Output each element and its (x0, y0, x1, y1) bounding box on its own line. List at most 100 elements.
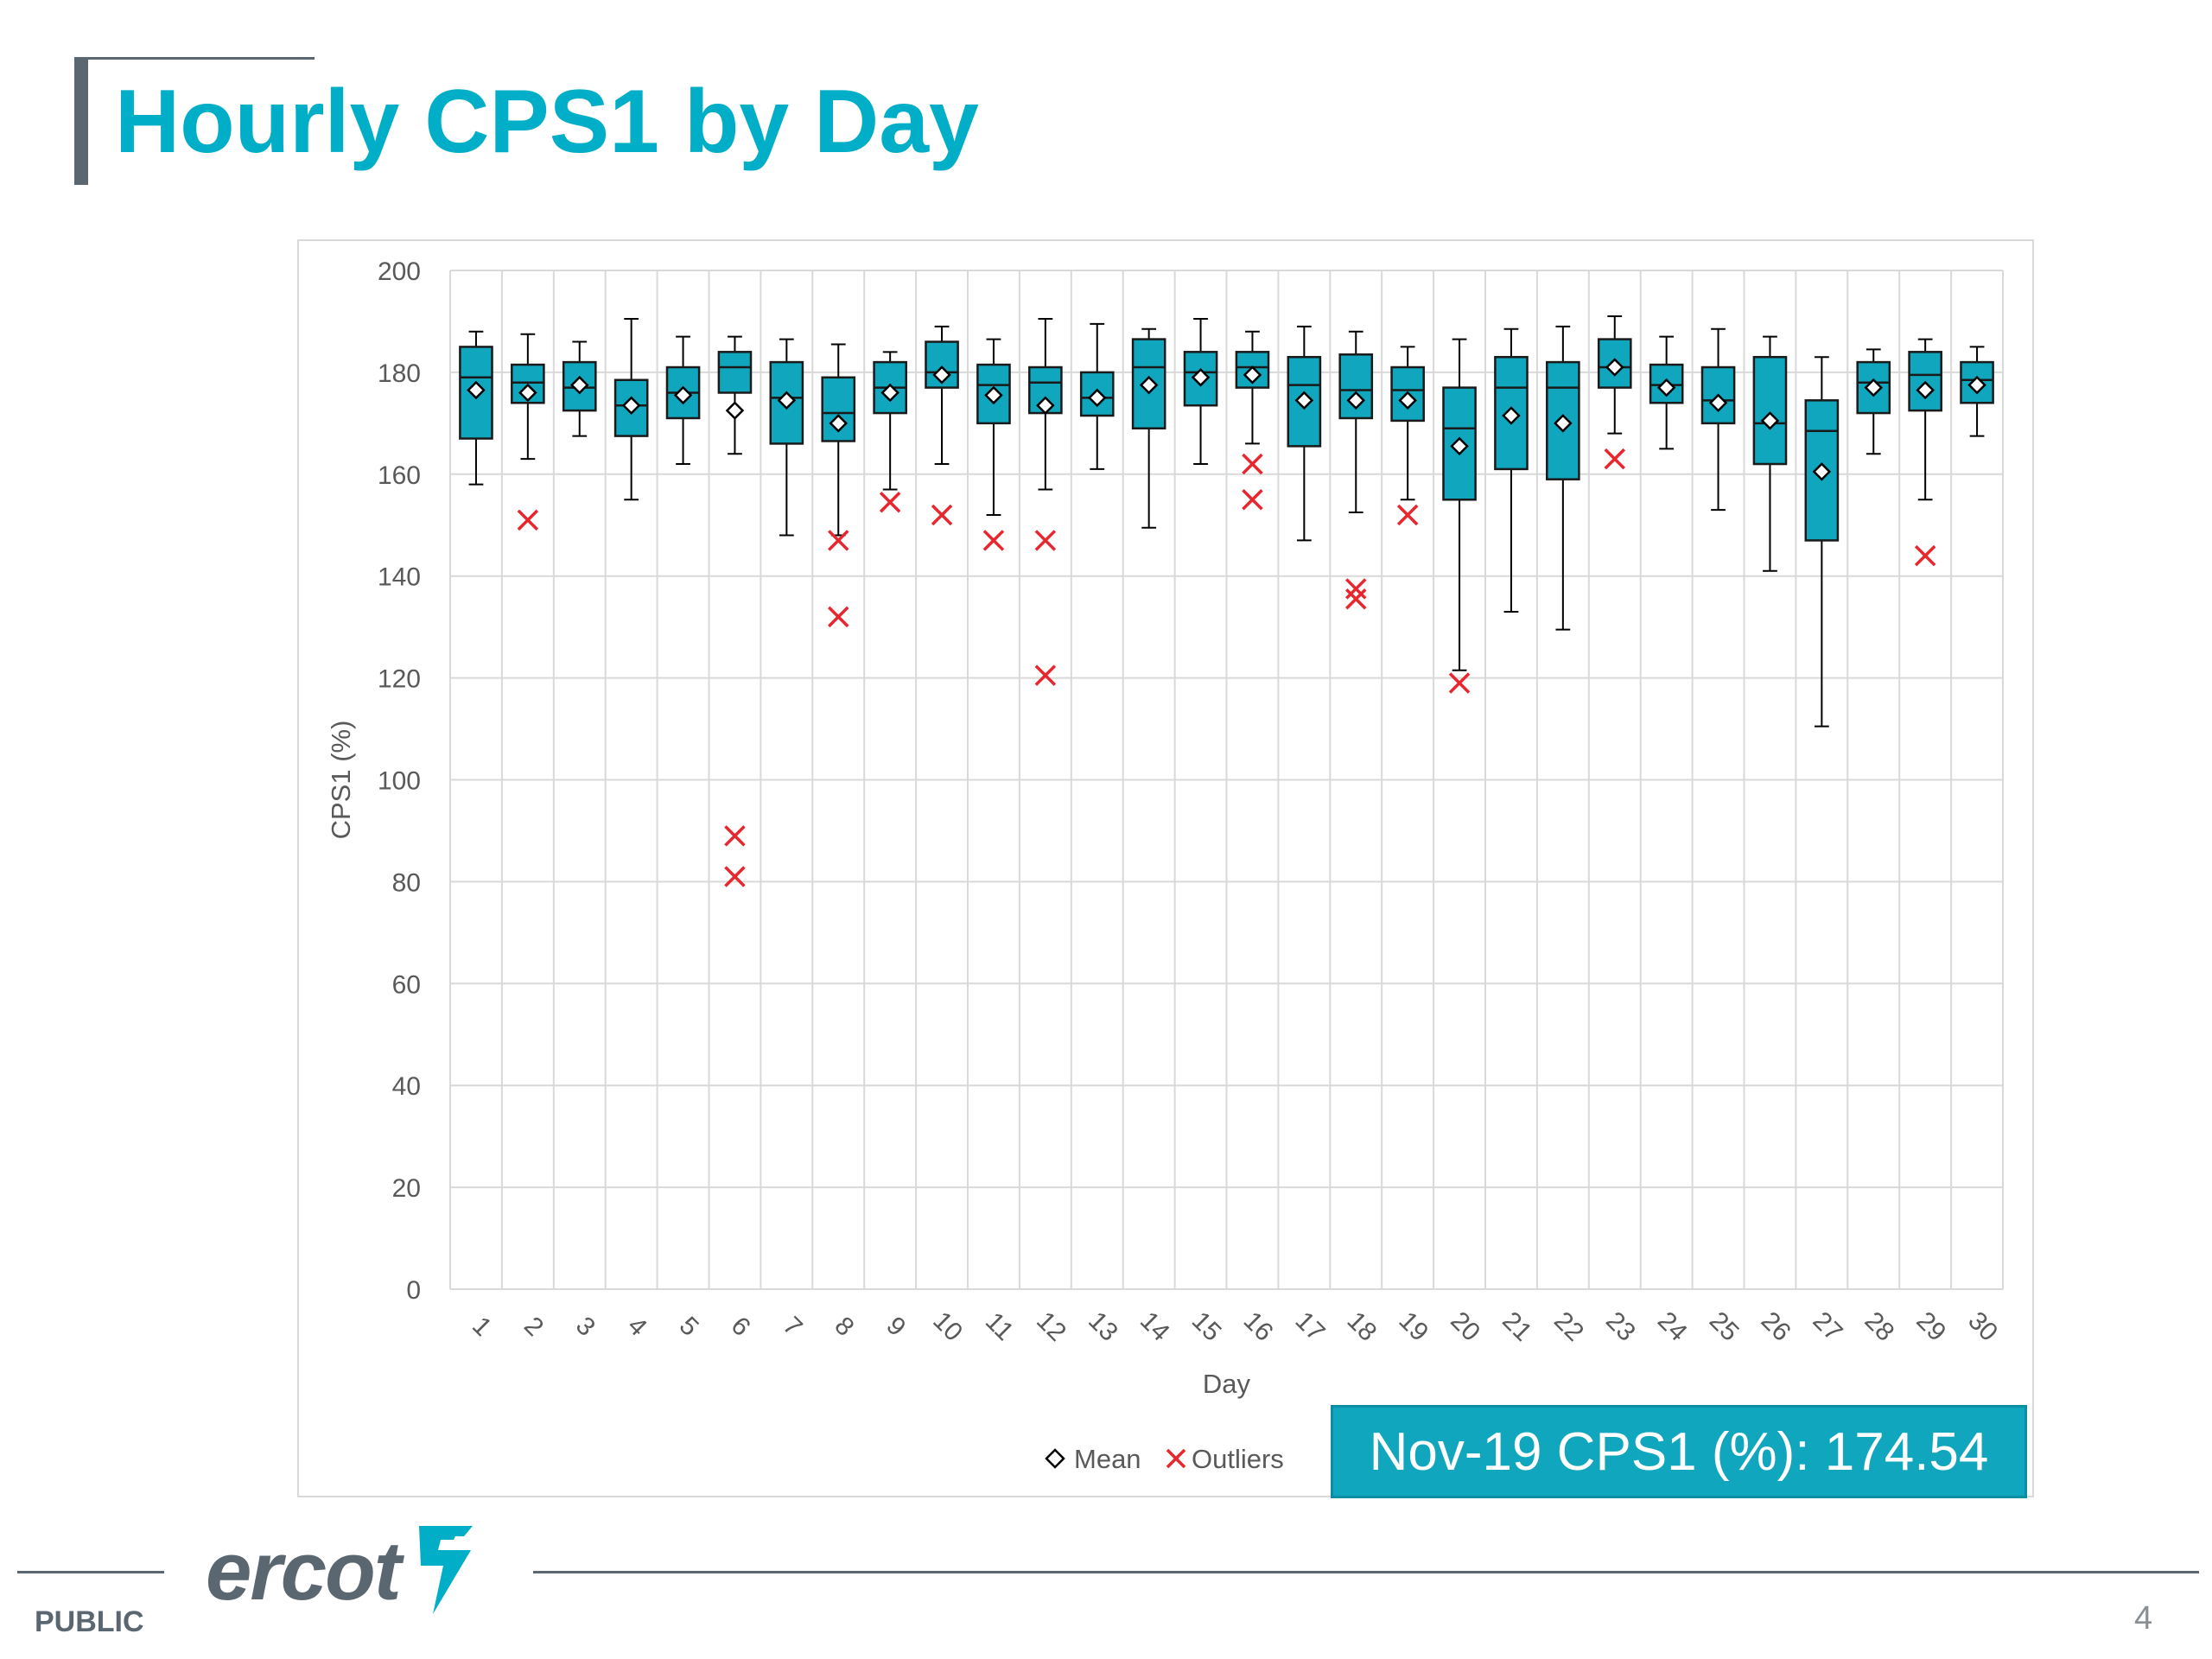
outlier-stroke (1345, 588, 1367, 610)
iqr-box (1856, 360, 1891, 415)
box-day-7 (769, 338, 804, 537)
mean-marker (1243, 365, 1262, 385)
mean-marker (829, 414, 849, 433)
box-day-18 (1338, 330, 1374, 514)
mean-marker (1398, 391, 1417, 410)
box-day-19 (1390, 346, 1425, 501)
monthly-cps1-callout: Nov-19 CPS1 (%): 174.54 (1331, 1405, 2027, 1498)
mean-marker (880, 383, 899, 403)
mean-marker (932, 365, 951, 385)
x-tick-label: 15 (1186, 1306, 1227, 1347)
box-day-30 (1960, 346, 1994, 437)
page-number: 4 (2134, 1600, 2153, 1637)
y-axis-title: CPS1 (%) (326, 721, 356, 840)
mean-marker (777, 391, 797, 410)
footer-rule-left (17, 1571, 164, 1573)
box-day-6 (717, 335, 753, 455)
x-tick-label: 22 (1548, 1306, 1589, 1347)
x-tick-label: 4 (622, 1312, 652, 1342)
x-tick-label: 6 (726, 1312, 756, 1342)
logo-wordmark: ercot (206, 1525, 402, 1618)
mean-marker (725, 401, 745, 420)
iqr-box (562, 360, 597, 412)
x-tick-label: 19 (1393, 1306, 1433, 1347)
outlier-stroke (879, 491, 901, 513)
box-day-1 (459, 330, 493, 486)
outlier-stroke (1604, 448, 1625, 470)
outlier-stroke (828, 530, 849, 551)
x-tick-label: 8 (829, 1312, 859, 1342)
iqr-box (1752, 355, 1788, 466)
x-tick-label: 27 (1808, 1306, 1848, 1347)
y-tick-label: 60 (392, 970, 421, 999)
mean-marker (673, 385, 693, 405)
legend-mean-marker (1045, 1448, 1065, 1469)
x-tick-label: 14 (1135, 1306, 1175, 1347)
x-tick-label: 1 (467, 1312, 497, 1342)
box-day-11 (976, 338, 1011, 516)
x-tick-label: 17 (1290, 1306, 1331, 1347)
outlier-stroke (1396, 504, 1419, 526)
mean-marker (1812, 462, 1832, 481)
mean-marker (1967, 375, 1986, 395)
mean-marker (1346, 391, 1366, 410)
outlier-stroke (1914, 544, 1936, 567)
mean-marker (1450, 436, 1469, 456)
mean-marker (1294, 391, 1314, 410)
x-tick-label: 10 (927, 1306, 968, 1347)
x-tick-label: 9 (880, 1312, 911, 1342)
iqr-box (1287, 355, 1322, 448)
y-tick-label: 180 (378, 359, 421, 388)
legend-outliers-label: Outliers (1192, 1444, 1284, 1474)
x-tick-label: 26 (1756, 1306, 1796, 1347)
box-day-24 (1649, 335, 1684, 450)
mean-marker (1916, 380, 1935, 400)
box-day-25 (1700, 327, 1736, 512)
outlier-stroke (724, 825, 746, 847)
outlier-marker (1914, 544, 1936, 567)
x-tick-label: 30 (1962, 1306, 2003, 1347)
box-day-5 (665, 335, 701, 466)
mean-marker (1191, 368, 1211, 387)
y-tick-label: 0 (406, 1276, 421, 1305)
box-day-21 (1494, 327, 1529, 613)
ercot-logo: ercot (206, 1522, 481, 1621)
outlier-stroke (1345, 578, 1367, 600)
mean-marker (569, 375, 589, 395)
box-day-4 (613, 318, 649, 501)
outlier-marker (879, 491, 901, 513)
box-day-22 (1546, 325, 1580, 631)
box-day-17 (1287, 325, 1322, 542)
outlier-marker (724, 825, 746, 847)
outlier-stroke (1034, 530, 1057, 551)
x-tick-label: 7 (778, 1312, 808, 1342)
outlier-marker (1604, 448, 1625, 470)
y-tick-label: 40 (392, 1072, 421, 1101)
x-tick-label: 20 (1445, 1306, 1485, 1347)
box-day-20 (1442, 338, 1477, 671)
mean-marker (1502, 406, 1521, 425)
outlier-marker (1448, 672, 1471, 694)
lightning-bolt-icon (418, 1526, 473, 1614)
outlier-marker (1345, 578, 1367, 600)
y-tick-label: 120 (378, 665, 421, 694)
mean-marker (1605, 358, 1624, 377)
x-tick-label: 24 (1652, 1306, 1693, 1347)
x-tick-label: 23 (1600, 1306, 1641, 1347)
x-tick-label: 18 (1342, 1306, 1382, 1347)
mean-marker (984, 385, 1003, 405)
mean-marker (1139, 375, 1159, 395)
y-tick-label: 140 (378, 563, 421, 592)
outlier-stroke (982, 530, 1005, 551)
x-tick-label: 2 (518, 1312, 549, 1342)
y-tick-label: 160 (378, 461, 421, 490)
y-tick-label: 100 (378, 767, 421, 796)
outlier-stroke (1242, 453, 1263, 475)
y-tick-label: 20 (392, 1174, 421, 1203)
outlier-marker (1345, 588, 1367, 610)
iqr-box (1700, 365, 1736, 425)
outlier-marker (931, 504, 953, 526)
title-accent-rule (74, 57, 315, 60)
box-day-8 (821, 343, 856, 537)
